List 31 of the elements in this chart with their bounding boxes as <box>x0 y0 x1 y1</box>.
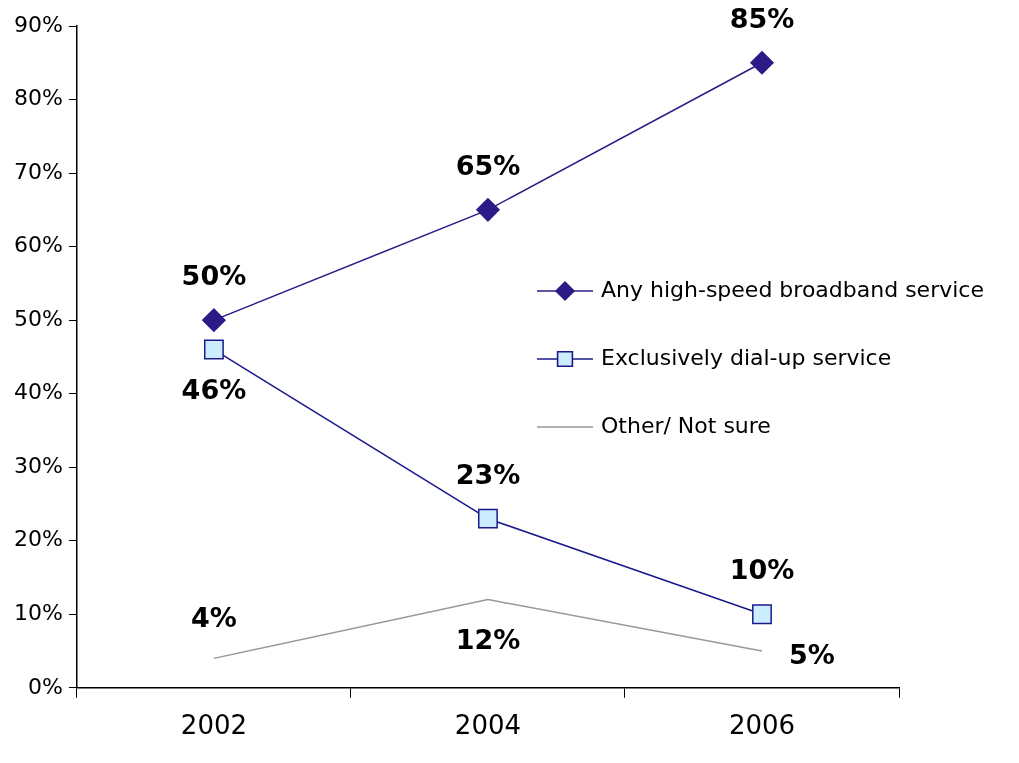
data-label: 46% <box>181 373 247 405</box>
legend-label: Other/ Not sure <box>601 412 771 438</box>
y-tick-label: 40% <box>13 379 63 405</box>
y-tick-label: 10% <box>13 599 63 625</box>
data-label: 10% <box>729 554 795 586</box>
data-label: 50% <box>181 260 247 292</box>
point <box>752 604 772 625</box>
y-tick-label: 50% <box>13 305 63 331</box>
y-tick-label: 30% <box>13 452 63 478</box>
legend-label: Exclusively dial-up service <box>601 344 892 370</box>
x-tick-label: 2002 <box>180 710 247 741</box>
point <box>478 508 498 529</box>
x-tick-label: 2004 <box>454 710 522 741</box>
data-label: 23% <box>455 458 521 490</box>
point <box>203 339 224 360</box>
point <box>476 198 500 222</box>
y-tick-label: 60% <box>13 232 63 258</box>
data-label: 12% <box>455 623 521 655</box>
point <box>202 308 226 332</box>
y-tick-label: 80% <box>13 85 63 111</box>
y-tick-label: 0% <box>27 673 63 699</box>
y-tick-label: 90% <box>13 11 63 37</box>
x-tick-label: 2006 <box>728 710 796 741</box>
data-label: 65% <box>455 149 521 181</box>
data-label: 5% <box>789 639 835 671</box>
y-tick-label: 70% <box>13 158 63 184</box>
data-label: 85% <box>729 2 795 34</box>
point <box>750 51 774 75</box>
legend-label: Any high-speed broadband service <box>601 276 984 302</box>
data-label: 4% <box>190 602 237 634</box>
y-tick-label: 20% <box>13 526 63 552</box>
